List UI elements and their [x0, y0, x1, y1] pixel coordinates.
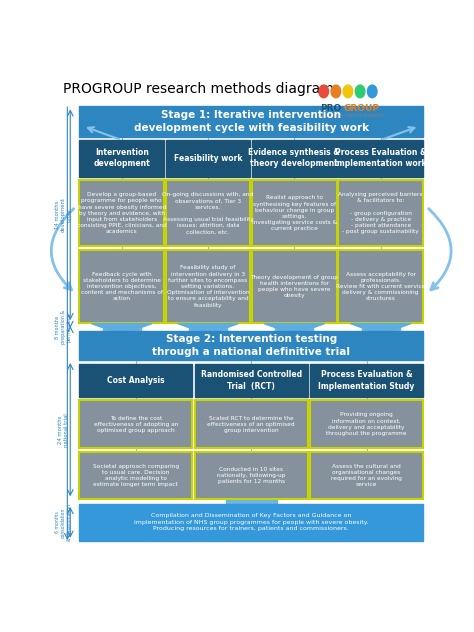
Text: Analysing perceived barriers
& facilitators to:

- group configuration
- deliver: Analysing perceived barriers & facilitat…: [338, 192, 423, 234]
Text: Feedback cycle with
stakeholders to determine
intervention objectives,
content a: Feedback cycle with stakeholders to dete…: [81, 272, 163, 301]
Text: Intervention
development: Intervention development: [93, 149, 150, 168]
FancyBboxPatch shape: [80, 451, 192, 499]
FancyBboxPatch shape: [166, 250, 250, 323]
Text: Scaled RCT to determine the
effectiveness of an optimised
group intervention: Scaled RCT to determine the effectivenes…: [208, 416, 295, 433]
Text: Providing ongoing
information on context,
delivery and acceptability
throughout : Providing ongoing information on context…: [326, 413, 407, 436]
FancyBboxPatch shape: [80, 364, 192, 397]
FancyBboxPatch shape: [310, 364, 423, 397]
Text: PROGROUP research methods diagram: PROGROUP research methods diagram: [63, 82, 334, 95]
Circle shape: [367, 85, 377, 98]
Text: To define the cost
effectiveness of adopting an
optimised group approach: To define the cost effectiveness of adop…: [94, 416, 178, 433]
Text: 6 months
consolidation
& dissemination: 6 months consolidation & dissemination: [55, 504, 72, 541]
FancyBboxPatch shape: [338, 140, 423, 176]
Text: Randomised Controlled
Trial  (RCT): Randomised Controlled Trial (RCT): [201, 370, 302, 391]
Text: Compilation and Dissemination of Key Factors and Guidance on
implementation of N: Compilation and Dissemination of Key Fac…: [134, 513, 368, 532]
Circle shape: [356, 85, 365, 98]
FancyBboxPatch shape: [310, 451, 423, 499]
Circle shape: [331, 85, 341, 98]
FancyBboxPatch shape: [80, 401, 192, 448]
Text: Cost Analysis: Cost Analysis: [107, 376, 164, 385]
Text: Assess the cultural and
organisational changes
required for an evolving
service: Assess the cultural and organisational c…: [331, 463, 402, 487]
FancyBboxPatch shape: [252, 250, 337, 323]
Text: Process Evaluation &
Implementation work: Process Evaluation & Implementation work: [334, 149, 427, 168]
FancyBboxPatch shape: [195, 451, 308, 499]
Text: 24 months
national trial: 24 months national trial: [58, 413, 69, 446]
FancyBboxPatch shape: [252, 181, 337, 246]
Circle shape: [343, 85, 353, 98]
Text: Acting on obesity together: Acting on obesity together: [320, 113, 385, 118]
Text: Theory development of group
health interventions for
people who have severe
obes: Theory development of group health inter…: [250, 275, 338, 298]
FancyBboxPatch shape: [338, 181, 423, 246]
Polygon shape: [264, 324, 325, 334]
Text: Stage 2: Intervention testing
through a national definitive trial: Stage 2: Intervention testing through a …: [152, 334, 350, 356]
Text: On-going discussions with, and
observations of, Tier 3
services.

Assessing usua: On-going discussions with, and observati…: [163, 192, 254, 234]
Text: Conducted in 10 sites
nationally, following-up
patients for 12 months: Conducted in 10 sites nationally, follow…: [217, 466, 285, 484]
FancyBboxPatch shape: [166, 140, 250, 176]
FancyBboxPatch shape: [310, 401, 423, 448]
FancyBboxPatch shape: [80, 107, 423, 137]
Text: GROUP: GROUP: [344, 104, 380, 112]
Text: Assess acceptability for
professionals.
Review fit with current service
delivery: Assess acceptability for professionals. …: [336, 272, 426, 301]
FancyBboxPatch shape: [195, 364, 308, 397]
Text: Feasibility study of
intervention delivery in 3
further sites to encompass
setti: Feasibility study of intervention delive…: [167, 265, 249, 308]
Polygon shape: [178, 324, 238, 334]
FancyBboxPatch shape: [80, 140, 164, 176]
Text: PRO: PRO: [320, 104, 341, 112]
FancyBboxPatch shape: [80, 504, 423, 540]
Text: Stage 1: Iterative intervention
development cycle with feasibility work: Stage 1: Iterative intervention developm…: [134, 111, 369, 133]
Text: 8 months
preparation &
permissions: 8 months preparation & permissions: [55, 310, 72, 344]
Polygon shape: [91, 324, 152, 334]
FancyBboxPatch shape: [338, 250, 423, 323]
Circle shape: [319, 85, 328, 98]
FancyBboxPatch shape: [166, 181, 250, 246]
Text: Process Evaluation &
Implementation Study: Process Evaluation & Implementation Stud…: [319, 370, 415, 391]
FancyBboxPatch shape: [80, 331, 423, 360]
FancyBboxPatch shape: [80, 250, 164, 323]
Text: Realist approach to
synthesising key features of
behaviour change in group
setti: Realist approach to synthesising key fea…: [252, 195, 337, 231]
Text: Societal approach comparing
to usual care. Decision
analytic modelling to
estima: Societal approach comparing to usual car…: [93, 463, 179, 487]
FancyBboxPatch shape: [80, 181, 164, 246]
Text: Develop a group-based
programme for people who
have severe obesity informed
by t: Develop a group-based programme for peop…: [77, 192, 166, 234]
Text: Feasibility work: Feasibility work: [174, 154, 242, 163]
FancyBboxPatch shape: [252, 140, 337, 176]
Text: 14 months
development
cycle: 14 months development cycle: [55, 197, 72, 233]
Polygon shape: [350, 324, 411, 334]
FancyBboxPatch shape: [195, 401, 308, 448]
Text: Evidence synthesis &
theory development: Evidence synthesis & theory development: [248, 149, 340, 168]
